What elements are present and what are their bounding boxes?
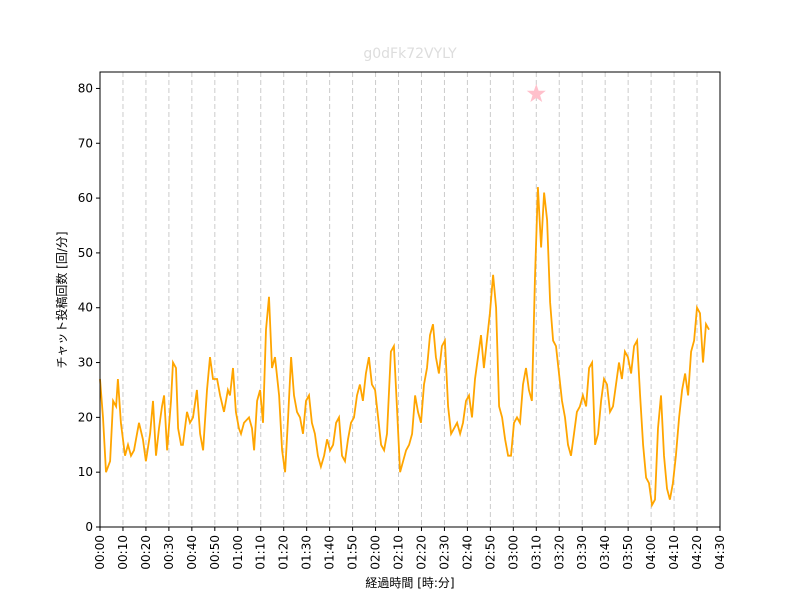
x-tick-label: 02:10: [392, 535, 406, 570]
x-tick-label: 00:20: [139, 535, 153, 570]
y-tick-label: 70: [78, 136, 93, 150]
x-tick-label: 03:30: [575, 535, 589, 570]
y-tick-label: 60: [78, 191, 93, 205]
x-tick-label: 02:30: [437, 535, 451, 570]
x-tick-label: 00:40: [185, 535, 199, 570]
x-tick-label: 04:30: [713, 535, 727, 570]
x-tick-label: 01:50: [346, 535, 360, 570]
y-tick-label: 30: [78, 356, 93, 370]
highlight-star: [526, 83, 546, 102]
x-tick-label: 03:20: [552, 535, 566, 570]
x-tick-label: 03:00: [506, 535, 520, 570]
x-tick-label: 02:00: [369, 535, 383, 570]
y-tick-label: 80: [78, 81, 93, 95]
y-axis-label: チャット投稿回数 [回/分]: [54, 231, 69, 368]
plot-frame: [99, 71, 721, 528]
x-tick-label: 03:40: [598, 535, 612, 570]
x-tick-label: 00:50: [208, 535, 222, 570]
x-tick-label: 01:40: [323, 535, 337, 570]
y-tick-label: 0: [85, 520, 93, 534]
y-tick-label: 20: [78, 410, 93, 424]
x-tick-label: 01:00: [231, 535, 245, 570]
x-tick-label: 01:10: [254, 535, 268, 570]
y-tick-label: 40: [78, 301, 93, 315]
x-tick-label: 01:30: [300, 535, 314, 570]
chart-title: g0dFk72VYLY: [363, 46, 457, 62]
x-tick-label: 02:20: [414, 535, 428, 570]
x-tick-label: 04:20: [690, 535, 704, 570]
y-tick-label: 50: [78, 246, 93, 260]
x-tick-label: 03:10: [529, 535, 543, 570]
x-tick-label: 04:10: [667, 535, 681, 570]
x-tick-label: 00:00: [93, 535, 107, 570]
x-axis-label: 経過時間 [時:分]: [365, 576, 454, 590]
x-tick-label: 02:40: [460, 535, 474, 570]
x-tick-label: 01:20: [277, 535, 291, 570]
x-tick-label: 02:50: [483, 535, 497, 570]
x-tick-label: 04:00: [644, 535, 658, 570]
x-tick-label: 00:30: [162, 535, 176, 570]
x-tick-label: 00:10: [116, 535, 130, 570]
line-series: [99, 187, 710, 508]
x-tick-label: 03:50: [621, 535, 635, 570]
y-tick-label: 10: [78, 465, 93, 479]
